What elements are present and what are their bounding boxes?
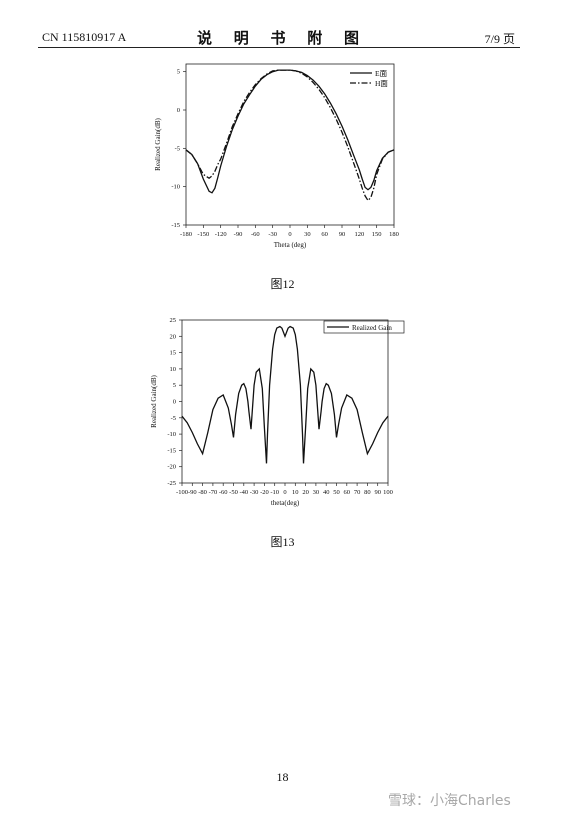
fig12-x-axis-label: Theta (deg)	[274, 241, 307, 249]
fig13-y-tick-label: -10	[167, 431, 176, 438]
fig13-x-tick-label: 70	[354, 489, 361, 496]
fig13-x-tick-label: 50	[333, 489, 340, 496]
fig13-y-tick-label: 20	[170, 333, 177, 340]
fig13-x-tick-label: -100	[176, 489, 188, 496]
header-divider	[38, 47, 520, 48]
fig13-y-tick-label: -5	[171, 415, 176, 422]
fig12-legend-label-1: E面	[375, 69, 388, 78]
watermark: 雪球：小海Charles	[388, 793, 511, 809]
fig13-y-tick-label: 15	[170, 350, 177, 357]
fig13-x-axis-label: theta(deg)	[271, 499, 300, 507]
fig13-x-tick-label: 100	[383, 489, 393, 496]
fig13-x-tick-label: -10	[270, 489, 279, 496]
fig12-series-line-2	[185, 69, 395, 202]
fig13-x-tick-label: 0	[283, 489, 286, 496]
fig13-x-tick-label: 40	[323, 489, 330, 496]
fig13-x-tick-label: 10	[292, 489, 299, 496]
fig13-x-tick-label: -60	[219, 489, 228, 496]
figure-13-caption: 图13	[270, 535, 295, 549]
page-number: 18	[276, 770, 289, 784]
fig13-y-tick-label: -25	[167, 480, 176, 487]
fig12-legend-label-2: H面	[375, 79, 388, 88]
patent-number: CN 115810917 A	[42, 30, 127, 44]
fig12-y-tick-label: -10	[171, 184, 180, 191]
fig12-y-tick-label: -15	[171, 222, 180, 229]
fig13-x-tick-label: -50	[229, 489, 238, 496]
fig13-y-tick-label: 0	[173, 399, 176, 406]
fig12-x-tick-label: 150	[372, 231, 382, 238]
fig13-plot-frame	[181, 319, 389, 484]
fig13-series-line-1	[181, 325, 389, 464]
fig12-x-tick-label: 120	[354, 231, 364, 238]
fig12-x-tick-label: -30	[268, 231, 277, 238]
fig12-x-tick-label: -150	[197, 231, 209, 238]
fig13-y-tick-label: 10	[170, 366, 177, 373]
fig13-legend-label-1: Realized Gain	[352, 324, 392, 332]
fig12-x-tick-label: -120	[215, 231, 227, 238]
fig13-x-tick-label: -30	[250, 489, 259, 496]
fig13-y-axis-label: Realized Gain(dB)	[150, 375, 158, 428]
fig13-y-tick-label: -15	[167, 447, 176, 454]
fig13-y-tick-label: 5	[173, 382, 176, 389]
fig12-x-tick-label: 0	[288, 231, 291, 238]
fig13-x-tick-label: 80	[364, 489, 371, 496]
fig13-x-tick-label: -70	[209, 489, 218, 496]
page-title: 说 明 书 附 图	[196, 31, 368, 47]
fig12-y-tick-label: 0	[177, 107, 180, 114]
figure-12-caption: 图12	[270, 277, 295, 291]
fig13-y-tick-label: 25	[170, 317, 177, 324]
fig13-legend-box	[323, 320, 405, 334]
fig13-x-tick-label: 30	[313, 489, 320, 496]
page-indicator: 7/9 页	[484, 32, 515, 46]
fig13-x-tick-label: 60	[344, 489, 351, 496]
fig13-y-tick-label: -20	[167, 464, 176, 471]
fig12-x-tick-label: 30	[304, 231, 311, 238]
fig12-x-tick-label: -60	[251, 231, 260, 238]
fig13-x-tick-label: -90	[188, 489, 197, 496]
fig13-x-tick-label: -20	[260, 489, 269, 496]
fig12-y-tick-label: -5	[175, 145, 180, 152]
fig12-x-tick-label: 180	[389, 231, 399, 238]
fig13-x-tick-label: 20	[302, 489, 309, 496]
fig12-series-line-1	[185, 69, 395, 194]
fig12-x-tick-label: 90	[339, 231, 346, 238]
fig13-x-tick-label: -80	[198, 489, 207, 496]
fig12-y-tick-label: 5	[177, 69, 180, 76]
fig12-x-tick-label: 60	[321, 231, 328, 238]
fig12-x-tick-label: -90	[234, 231, 243, 238]
fig13-x-tick-label: -40	[239, 489, 248, 496]
fig12-plot-frame	[185, 63, 395, 226]
fig13-x-tick-label: 90	[374, 489, 381, 496]
fig12-x-tick-label: -180	[180, 231, 192, 238]
fig12-y-axis-label: Realized Gain(dB)	[154, 118, 162, 171]
